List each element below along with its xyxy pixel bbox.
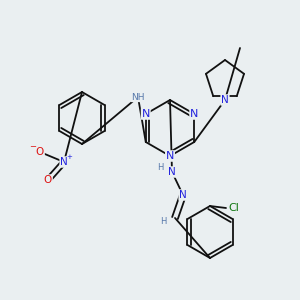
Text: N: N (179, 190, 187, 200)
Text: O: O (36, 147, 44, 157)
Text: +: + (66, 154, 72, 160)
Text: N: N (190, 109, 198, 119)
Text: H: H (160, 218, 166, 226)
Text: O: O (44, 175, 52, 185)
Text: N: N (221, 95, 229, 105)
Text: NH: NH (131, 92, 145, 101)
Text: −: − (29, 142, 37, 152)
Text: H: H (157, 164, 163, 172)
Text: Cl: Cl (229, 203, 239, 213)
Text: N: N (60, 157, 68, 167)
Text: N: N (166, 151, 174, 161)
Text: N: N (168, 167, 176, 177)
Text: N: N (142, 109, 150, 119)
